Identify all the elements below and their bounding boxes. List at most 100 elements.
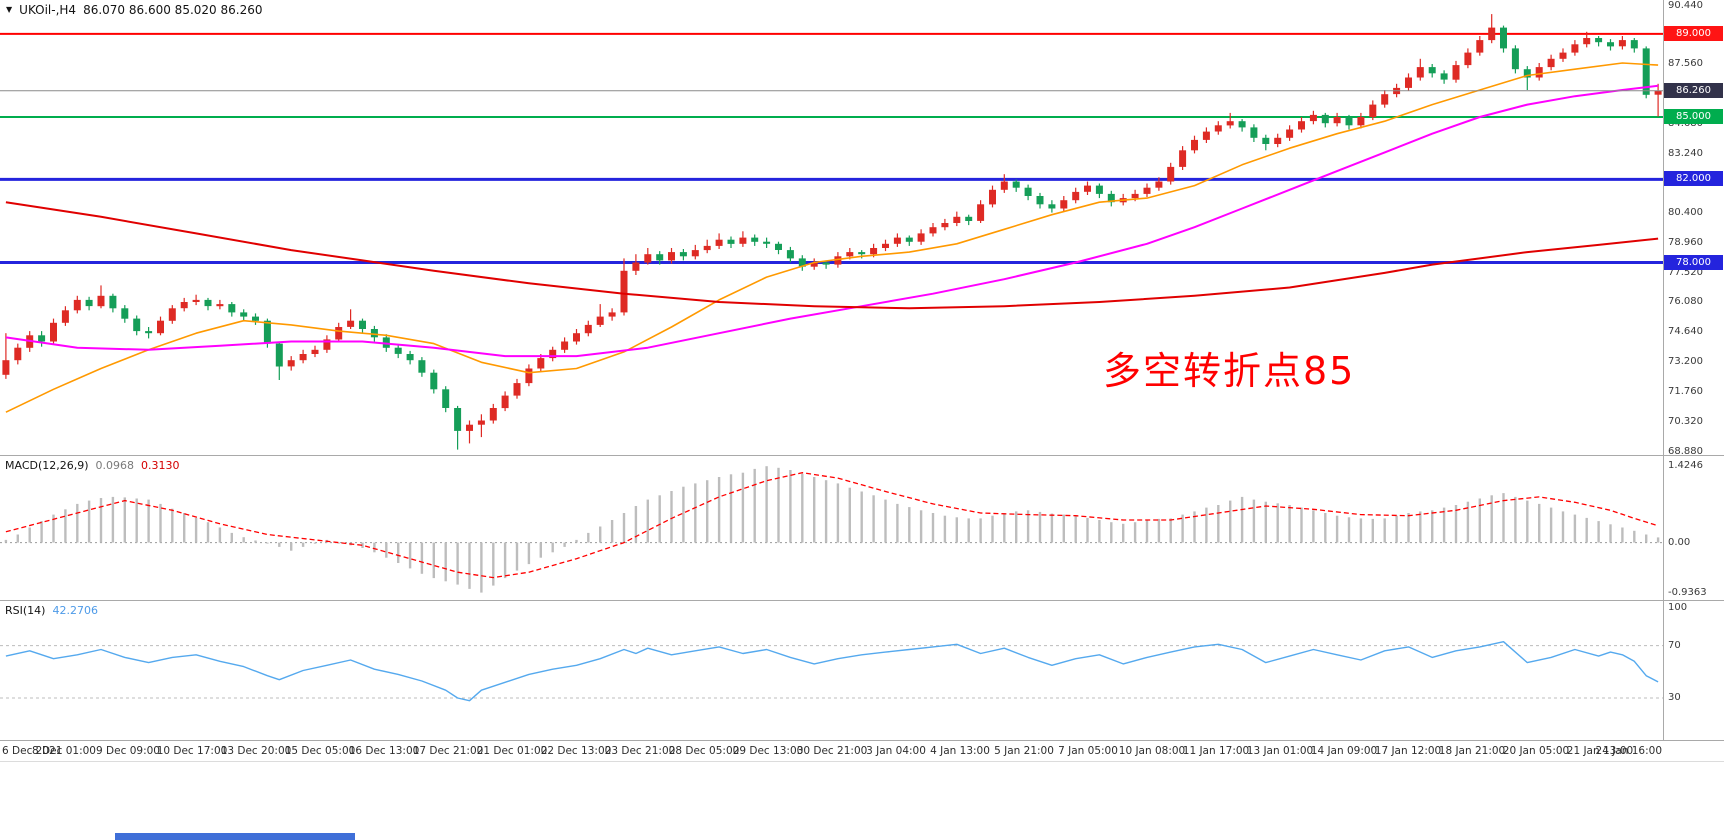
macd-bar — [1490, 495, 1493, 543]
macd-bar — [194, 517, 198, 543]
macd-indicator-label: MACD(12,26,9) — [5, 459, 89, 472]
macd-tick: -0.9363 — [1668, 587, 1707, 598]
candle-body — [299, 354, 307, 361]
macd-bar — [397, 542, 400, 563]
time-label: 28 Dec 05:00 — [668, 745, 740, 757]
macd-bar — [1478, 498, 1481, 543]
macd-bar — [1656, 537, 1660, 543]
macd-bar — [301, 542, 305, 547]
rsi-tick: 70 — [1668, 639, 1681, 651]
macd-bar — [1395, 515, 1398, 543]
collapse-toggle-icon[interactable]: ▼ — [6, 5, 13, 14]
price-tick: 78.960 — [1668, 236, 1703, 248]
macd-bar — [1300, 507, 1303, 543]
candle-body — [466, 424, 473, 431]
candle-body — [858, 252, 866, 255]
panel-divider[interactable] — [0, 600, 1724, 601]
time-label: 13 Dec 20:00 — [220, 745, 292, 757]
macd-histogram — [4, 466, 1660, 593]
macd-bar — [1264, 501, 1267, 543]
candle-body — [1274, 137, 1282, 144]
time-axis[interactable]: 6 Dec 2021 8 Dec 01:00 9 Dec 09:00 10 Dec 1… — [0, 741, 1664, 763]
macd-bar — [480, 542, 483, 593]
macd-bar — [1074, 515, 1077, 543]
ma-mid-magenta — [5, 84, 1659, 358]
panel-divider[interactable] — [0, 740, 1724, 741]
price-chart-canvas[interactable] — [0, 0, 1664, 455]
macd-bar — [492, 542, 495, 586]
candle-body — [1642, 48, 1650, 95]
macd-tick: 0.00 — [1668, 536, 1691, 548]
candle-body — [656, 254, 664, 261]
price-axis[interactable]: 90.44087.56084.68083.24080.40078.96077.5… — [1664, 0, 1724, 740]
macd-bar — [789, 470, 792, 543]
macd-bar — [967, 518, 970, 543]
candle-body — [145, 331, 153, 334]
candle-body — [1452, 65, 1460, 80]
candle-body — [1571, 44, 1579, 53]
rsi-header: RSI(14) 42.2706 — [5, 604, 105, 617]
candle-body — [287, 360, 295, 367]
macd-bar — [646, 499, 649, 543]
candle-body — [810, 262, 818, 267]
macd-tick: 1.4246 — [1668, 460, 1703, 471]
price-tick: 90.440 — [1668, 0, 1703, 11]
macd-bar — [824, 480, 828, 543]
macd-bar — [1157, 518, 1161, 543]
macd-panel-canvas[interactable] — [0, 456, 1664, 600]
candle-body — [335, 327, 343, 340]
macd-bar — [836, 483, 840, 543]
macd-bar — [76, 503, 79, 543]
candle-body — [668, 252, 675, 261]
macd-bar — [884, 499, 887, 543]
candle-body — [1333, 117, 1341, 124]
time-label: 24 Jan 16:00 — [1595, 745, 1662, 757]
macd-bar — [658, 495, 661, 543]
macd-bar — [955, 517, 958, 543]
candle-body — [1405, 77, 1412, 88]
macd-bar — [599, 526, 602, 543]
candle-body — [1618, 40, 1626, 47]
macd-bar — [1538, 503, 1541, 543]
candle-body — [608, 312, 616, 317]
macd-bar — [1324, 513, 1327, 543]
candle-body — [347, 320, 355, 327]
time-label: 10 Jan 08:00 — [1118, 745, 1186, 757]
macd-header: MACD(12,26,9) 0.0968 0.3130 — [5, 459, 187, 472]
candle-body — [632, 262, 640, 271]
macd-bar — [1442, 507, 1446, 543]
macd-bar — [1514, 496, 1517, 543]
macd-bar — [1003, 513, 1006, 543]
time-label: 29 Dec 13:00 — [732, 745, 804, 757]
candle-body — [1547, 58, 1555, 68]
macd-bar — [1407, 513, 1410, 543]
panel-divider[interactable] — [0, 455, 1724, 456]
macd-bar — [1431, 510, 1434, 543]
macd-bar — [16, 534, 19, 543]
chart-annotation-text[interactable]: 多空转折点85 — [1103, 349, 1356, 393]
candle-body — [359, 320, 366, 329]
candle-body — [1345, 117, 1353, 126]
macd-bar — [1205, 507, 1208, 543]
macd-bar — [420, 542, 424, 574]
macd-bar — [1252, 499, 1256, 543]
candle-body — [311, 349, 319, 354]
macd-bar — [634, 506, 638, 543]
macd-bar — [290, 542, 293, 551]
macd-bar — [1645, 534, 1648, 543]
candle-body — [454, 408, 462, 431]
macd-bar — [159, 503, 162, 543]
price-label-badge-89.000: 89.000 — [1664, 25, 1723, 41]
macd-bar — [575, 539, 578, 543]
macd-bar — [1335, 515, 1339, 543]
ohlc-values: 86.070 86.600 85.020 86.260 — [83, 3, 263, 17]
candle-body — [679, 252, 687, 257]
macd-bar — [860, 491, 863, 543]
candle-body — [870, 248, 878, 255]
candle-body — [85, 299, 93, 307]
macd-bar — [539, 542, 542, 558]
macd-bar — [1050, 513, 1054, 543]
rsi-panel-canvas[interactable] — [0, 601, 1664, 740]
candle-body — [252, 316, 259, 321]
